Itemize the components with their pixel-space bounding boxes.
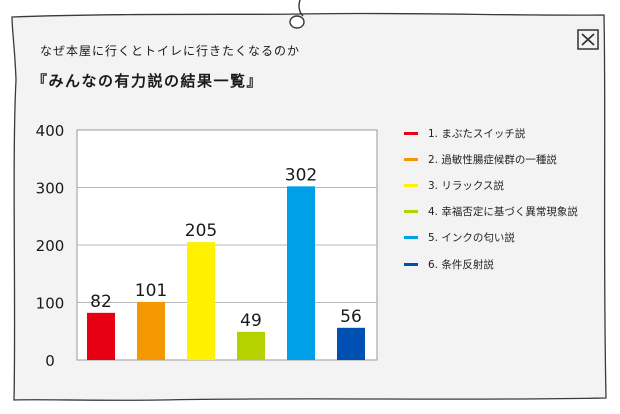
bar [87,312,115,360]
legend-item: 6. 条件反射説 [404,251,614,277]
page-subtitle: なぜ本屋に行くとトイレに行きたくなるのか [40,44,301,58]
legend-item: 2. 過敏性腸症候群の一種説 [404,146,614,172]
pin-icon [298,0,304,17]
pin-hole [289,15,305,29]
y-tick-label: 200 [36,237,65,255]
legend-swatch [404,236,418,240]
legend-label: 3. リラックス説 [428,179,505,192]
legend-item: 4. 幸福否定に基づく異常現象説 [404,199,614,225]
legend-swatch [404,183,418,187]
data-label: 101 [135,281,167,301]
y-tick-label: 100 [36,295,65,313]
legend-label: 6. 条件反射説 [428,258,494,271]
bar [237,331,265,360]
close-icon [577,29,599,50]
legend-label: 4. 幸福否定に基づく異常現象説 [428,206,578,219]
bar [137,301,165,360]
y-tick-label: 300 [36,180,65,198]
legend-swatch [404,210,418,214]
bar [287,186,315,360]
legend-item: 5. インクの匂い説 [404,225,614,251]
data-label: 302 [285,165,317,185]
data-label: 82 [90,292,112,312]
bar [337,327,365,360]
legend-item: 1. まぶたスイッチ説 [404,120,614,146]
legend-label: 5. インクの匂い説 [428,232,515,245]
data-label: 205 [185,221,217,241]
legend-label: 1. まぶたスイッチ説 [428,127,526,140]
close-button[interactable] [576,28,600,52]
legend-swatch [404,131,418,135]
y-tick-label: 400 [36,122,65,140]
legend-swatch [404,157,418,161]
chart-legend: 1. まぶたスイッチ説 2. 過敏性腸症候群の一種説 3. リラックス説 4. 幸福否… [404,120,614,277]
legend-label: 2. 過敏性腸症候群の一種説 [428,153,557,166]
data-label: 49 [240,311,262,331]
bar [187,242,215,360]
page-title: 『みんなの有力説の結果一覧』 [32,72,264,90]
y-tick-label: 0 [45,352,55,370]
legend-swatch [404,262,418,266]
data-label: 56 [340,307,362,327]
legend-item: 3. リラックス説 [404,172,614,198]
